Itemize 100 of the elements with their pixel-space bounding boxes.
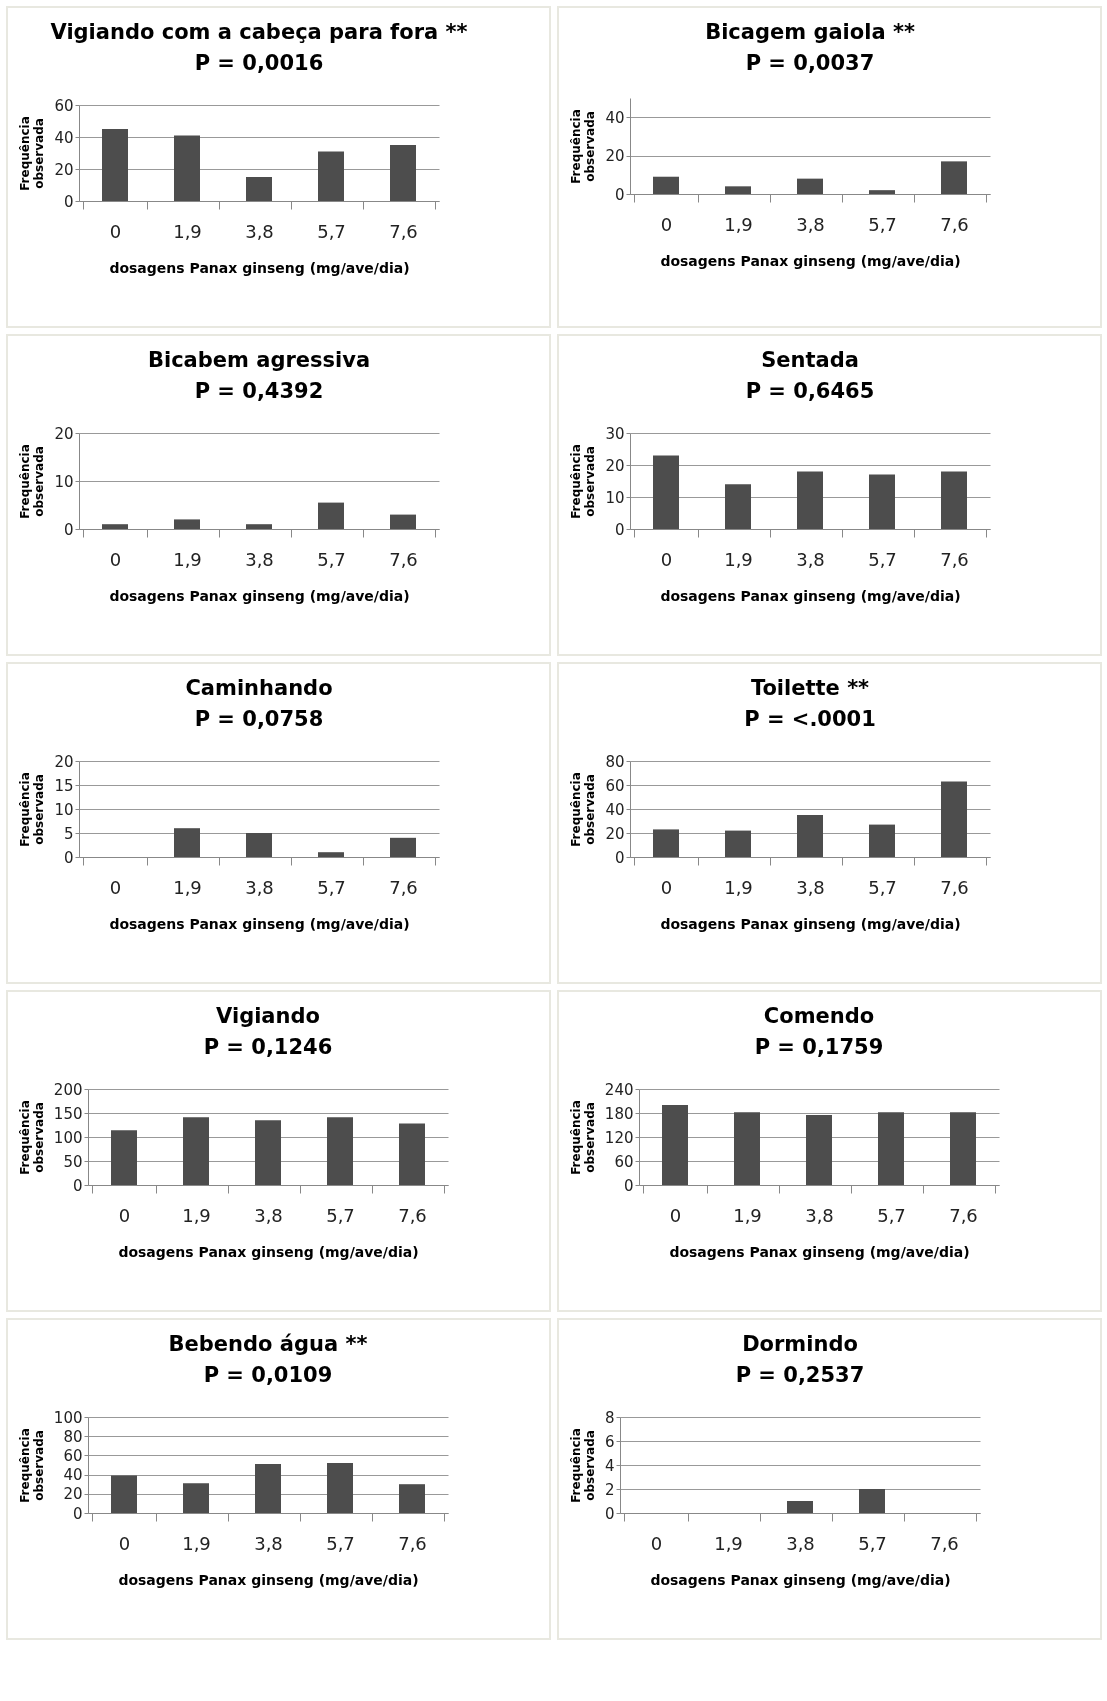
x-tick-label: 5,7 [317,548,346,570]
y-axis-title: Frequência observada [569,772,598,847]
bar [399,1484,425,1513]
x-tick-label: 0 [660,548,673,570]
bar [725,186,751,194]
x-tick-label: 0 [669,1204,682,1226]
bar [174,519,200,529]
x-axis-title: dosagens Panax ginseng (mg/ave/dia) [660,252,961,269]
x-tick-label: 7,6 [940,548,969,570]
x-tick-label: 3,8 [796,213,825,235]
x-tick-label: 3,8 [245,876,274,898]
bar [734,1112,760,1185]
x-tick-label: 1,9 [173,876,202,898]
chart-title: Bicabem agressiva [147,348,371,372]
x-tick-label: 0 [109,548,122,570]
bar [869,824,895,857]
x-axis-title: dosagens Panax ginseng (mg/ave/dia) [660,915,961,932]
y-axis-title: Frequência observada [17,1100,46,1175]
chart-title: Comendo [763,1004,875,1028]
bar [653,829,679,857]
bar [725,830,751,857]
x-tick-label: 1,9 [173,220,202,242]
y-tick-label: 60 [614,1152,634,1171]
bar [390,837,416,857]
x-axis-title: dosagens Panax ginseng (mg/ave/dia) [669,1243,970,1260]
chart-subtitle: P = 0,0109 [203,1363,333,1387]
bar [327,1117,353,1185]
y-tick-label: 15 [54,776,74,795]
bar [797,471,823,529]
bar [390,145,416,201]
x-tick-label: 3,8 [245,548,274,570]
y-tick-label: 2 [604,1480,615,1499]
x-tick-label: 7,6 [930,1532,959,1554]
y-tick-label: 50 [63,1152,83,1171]
x-tick-label: 1,9 [724,213,753,235]
chart-title: Caminhando [185,676,333,700]
y-tick-label: 4 [604,1456,615,1475]
y-tick-label: 30 [605,424,625,443]
y-tick-label: 10 [54,472,74,491]
x-tick-label: 7,6 [949,1204,978,1226]
y-tick-label: 20 [605,824,625,843]
x-tick-label: 7,6 [398,1532,427,1554]
y-tick-label: 8 [604,1408,615,1427]
bar [174,135,200,201]
bar [806,1115,832,1185]
y-axis-title: Frequência observada [569,109,598,184]
y-tick-label: 60 [63,1446,83,1465]
chart-subtitle: P = 0,6465 [745,379,875,403]
x-tick-label: 5,7 [868,876,897,898]
y-tick-label: 0 [604,1504,615,1523]
bar [246,524,272,529]
bar [255,1464,281,1513]
y-axis-title: Frequência observada [569,444,598,519]
y-axis-title: Frequência observada [18,116,47,191]
x-tick-label: 7,6 [940,213,969,235]
x-tick-label: 3,8 [796,548,825,570]
bar [653,455,679,529]
y-tick-label: 200 [53,1080,83,1099]
x-tick-label: 0 [660,876,673,898]
bar [183,1483,209,1513]
y-tick-label: 10 [54,800,74,819]
bar [399,1123,425,1185]
bar [662,1105,688,1185]
bar [102,524,128,529]
x-axis-title: dosagens Panax ginseng (mg/ave/dia) [660,587,961,604]
x-tick-label: 0 [660,213,673,235]
y-tick-label: 100 [53,1408,83,1427]
chart-title: Sentada [761,348,859,372]
bar [797,815,823,857]
y-tick-label: 20 [54,160,74,179]
y-tick-label: 5 [63,824,74,843]
bar [869,474,895,529]
y-tick-label: 40 [54,128,74,147]
y-axis-title: Frequência observada [18,444,47,519]
y-tick-label: 40 [605,108,625,127]
y-tick-label: 80 [605,752,625,771]
y-tick-label: 20 [605,456,625,475]
y-tick-label: 10 [605,488,625,507]
y-tick-label: 6 [604,1432,615,1451]
x-axis-title: dosagens Panax ginseng (mg/ave/dia) [118,1243,419,1260]
bar [318,151,344,201]
bar [878,1112,904,1185]
bar [653,176,679,194]
y-tick-label: 40 [63,1466,83,1485]
y-tick-label: 20 [63,1485,83,1504]
bar [102,129,128,201]
x-tick-label: 7,6 [389,876,418,898]
bar [941,781,967,857]
y-tick-label: 0 [614,848,625,867]
x-tick-label: 5,7 [868,213,897,235]
bar [183,1117,209,1185]
y-tick-label: 40 [605,800,625,819]
bar [318,852,344,857]
bar [941,161,967,194]
chart-title: Dormindo [742,1332,858,1356]
x-tick-label: 0 [118,1204,131,1226]
y-axis-title: Frequência observada [17,1428,46,1503]
x-tick-label: 3,8 [805,1204,834,1226]
chart-subtitle: P = <.0001 [744,707,876,731]
x-tick-label: 7,6 [940,876,969,898]
